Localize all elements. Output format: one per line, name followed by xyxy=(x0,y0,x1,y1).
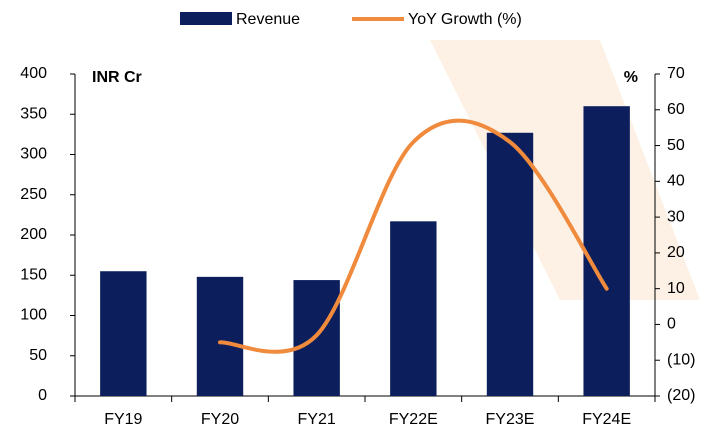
left-axis-label: INR Cr xyxy=(92,69,142,86)
x-tick-label: FY24E xyxy=(582,411,631,428)
y-tick-label: 300 xyxy=(20,146,47,163)
x-tick-label: FY22E xyxy=(389,411,438,428)
y-tick-label: 150 xyxy=(20,266,47,283)
legend-swatch xyxy=(180,12,232,25)
legend-label: YoY Growth (%) xyxy=(408,11,522,28)
bar xyxy=(583,106,630,396)
bar xyxy=(293,280,340,396)
y-tick-label: 50 xyxy=(29,347,47,364)
y2-tick-label: 40 xyxy=(667,173,685,190)
y-tick-label: 250 xyxy=(20,186,47,203)
y2-tick-label: 70 xyxy=(667,65,685,82)
bar xyxy=(486,132,534,396)
x-tick-label: FY19 xyxy=(104,411,142,428)
y2-tick-label: 50 xyxy=(667,137,685,154)
y-tick-label: 200 xyxy=(20,226,47,243)
growth-line xyxy=(218,118,609,354)
bar xyxy=(196,276,244,396)
y2-tick-label: (20) xyxy=(667,387,695,404)
y2-tick-label: 20 xyxy=(667,244,685,261)
y-tick-label: 350 xyxy=(20,105,47,122)
y2-tick-label: 30 xyxy=(667,208,685,225)
y2-tick-label: 60 xyxy=(667,101,685,118)
legend-label: Revenue xyxy=(236,11,300,28)
x-tick-label: FY21 xyxy=(298,411,336,428)
x-tick-label: FY23E xyxy=(486,411,535,428)
y-tick-label: 0 xyxy=(38,387,47,404)
x-tick-label: FY20 xyxy=(201,411,239,428)
bar xyxy=(390,221,437,396)
y-tick-label: 400 xyxy=(20,65,47,82)
y2-tick-label: 0 xyxy=(667,316,676,333)
right-axis-label: % xyxy=(624,69,638,86)
y2-tick-label: (10) xyxy=(667,351,695,368)
watermark xyxy=(430,40,700,300)
y2-tick-label: 10 xyxy=(667,280,685,297)
bar xyxy=(100,271,147,396)
y-tick-label: 100 xyxy=(20,307,47,324)
